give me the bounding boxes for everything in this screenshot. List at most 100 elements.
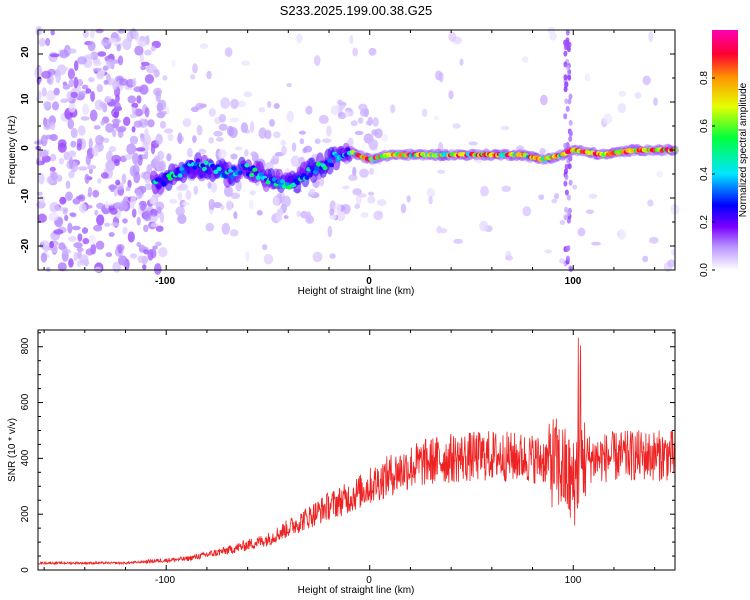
spectrogram-noise-cell — [67, 68, 75, 80]
spectrogram-noise-cell — [224, 47, 233, 57]
top-x-axis-label: Height of straight line (km) — [298, 286, 415, 297]
spectrogram-noise-cell — [553, 193, 560, 200]
spectrogram-noise-cell — [116, 126, 126, 133]
spectrogram-noise-cell — [642, 75, 651, 86]
spectrogram-noise-cell — [281, 195, 291, 207]
spectrogram-noise-cell — [144, 107, 150, 118]
spectrogram-ticks — [38, 29, 675, 271]
spectrogram-noise-cell — [153, 155, 161, 167]
snr-frame — [37, 329, 676, 571]
spectrogram-noise-cell — [218, 113, 227, 123]
spectrogram-spike-cell — [567, 98, 572, 105]
spectrogram-ridge-core — [301, 172, 307, 178]
spectrogram-spike-cell — [564, 206, 568, 213]
spectrogram-noise-cell — [127, 95, 137, 104]
spectrogram-noise-cell — [137, 255, 146, 264]
spectrogram-noise-cell — [273, 131, 281, 139]
spectrogram-noise-cell — [46, 266, 51, 272]
spectrogram-noise-cell — [248, 200, 254, 209]
spectrogram-noise-cell — [84, 54, 94, 59]
spectrogram-noise-cell — [45, 37, 51, 47]
spectrogram-spike-cell — [564, 189, 569, 196]
spectrogram-noise-cell — [357, 117, 364, 124]
spectrogram-noise-cell — [234, 146, 243, 151]
spectrogram-ridge-core — [167, 176, 173, 181]
spectrogram-noise-cell — [131, 208, 137, 218]
spectrogram-noise-cell — [65, 180, 71, 189]
spectrogram-noise-cell — [358, 193, 367, 198]
spectrogram-noise-cell — [131, 126, 136, 133]
spectrogram-noise-cell — [283, 215, 289, 220]
spectrogram-noise-cell — [143, 210, 152, 222]
spectrogram-noise-cell — [106, 58, 115, 69]
spectrogram-noise-cell — [377, 199, 387, 207]
spectrogram-noise-cell — [122, 218, 128, 224]
spectrogram-noise-cell — [59, 49, 69, 59]
spectrogram-noise-cell — [588, 193, 598, 199]
spectrogram-noise-cell — [150, 222, 159, 227]
bottom-x-tick-label: 0 — [366, 575, 372, 586]
spectrogram-noise-cell — [229, 229, 239, 237]
spectrogram-noise-cell — [139, 84, 149, 95]
spectrogram-spike-cell — [567, 41, 572, 48]
spectrogram-noise-cell — [49, 166, 56, 172]
spectrogram-noise-cell — [155, 133, 163, 145]
spectrogram-ridge-core — [244, 163, 250, 168]
spectrogram-spike-cell — [563, 113, 568, 120]
spectrogram-noise-cell — [72, 198, 81, 205]
spectrogram-noise-cell — [177, 213, 187, 225]
spectrogram-noise-cell — [218, 123, 228, 131]
spectrogram-noise-cell — [131, 106, 137, 114]
spectrogram-noise-cell — [584, 73, 591, 82]
spectrogram-noise-cell — [114, 159, 120, 167]
spectrogram-noise-cell — [193, 185, 199, 195]
spectrogram-noise-cell — [221, 222, 230, 235]
spectrogram-ridge-core — [156, 184, 162, 189]
spectrogram-ridge-core — [314, 166, 320, 171]
spectrogram-noise-cell — [390, 104, 396, 114]
spectrogram-noise-cell — [198, 148, 207, 155]
spectrogram-noise-cell — [190, 106, 199, 113]
bottom-y-tick-label: 0 — [20, 567, 31, 573]
spectrogram-noise-cell — [302, 147, 308, 154]
spectrogram-noise-cell — [205, 222, 215, 232]
spectrogram-noise-cell — [206, 70, 212, 80]
spectrogram-noise-cell — [243, 91, 253, 98]
figure-title: S233.2025.199.00.38.G25 — [280, 3, 433, 18]
spectrogram-noise-cell — [354, 130, 364, 136]
spectrogram-noise-cell — [150, 144, 156, 155]
spectrogram-noise-cell — [372, 117, 379, 127]
spectrogram-noise-cell — [374, 128, 383, 139]
spectrogram-ridge-core — [322, 165, 328, 171]
spectrogram-ridge-core — [223, 174, 229, 179]
spectrogram-noise-cell — [140, 203, 146, 212]
spectrogram-ridge-core — [304, 175, 310, 180]
colorbar-tick-label: 0.2 — [699, 215, 710, 229]
spectrogram-noise-cell — [171, 59, 176, 67]
spectrogram-noise-cell — [360, 212, 369, 219]
spectrogram-ridge-core — [237, 170, 243, 175]
spectrogram-noise-cell — [62, 83, 71, 90]
spectrogram-noise-cell — [36, 200, 46, 209]
spectrogram-noise-cell — [192, 63, 198, 74]
spectrogram-noise-cell — [158, 110, 167, 116]
top-x-tick-label: -100 — [155, 276, 175, 287]
spectrogram-noise-cell — [245, 251, 250, 262]
spectrogram-noise-cell — [305, 211, 312, 222]
spectrogram-noise-cell — [49, 241, 54, 249]
spectrogram-noise-cell — [78, 125, 86, 136]
top-y-tick-label: 20 — [20, 46, 31, 58]
spectrogram-noise-cell — [93, 60, 102, 66]
spectrogram-noise-cell — [648, 31, 654, 43]
spectrogram-noise-cell — [100, 172, 109, 179]
snr-series-line — [37, 337, 676, 566]
spectrogram-noise-cell — [585, 209, 594, 215]
spectrogram-noise-cell — [46, 78, 52, 84]
spectrogram-spike-cell — [563, 74, 568, 81]
spectrogram-noise-cell — [522, 206, 532, 217]
spectrogram-noise-cell — [358, 103, 368, 112]
spectrogram-noise-cell — [87, 164, 97, 170]
spectrogram-noise-cell — [77, 233, 83, 242]
spectrogram-noise-cell — [549, 31, 557, 41]
spectrogram-ridge-core — [288, 176, 294, 181]
